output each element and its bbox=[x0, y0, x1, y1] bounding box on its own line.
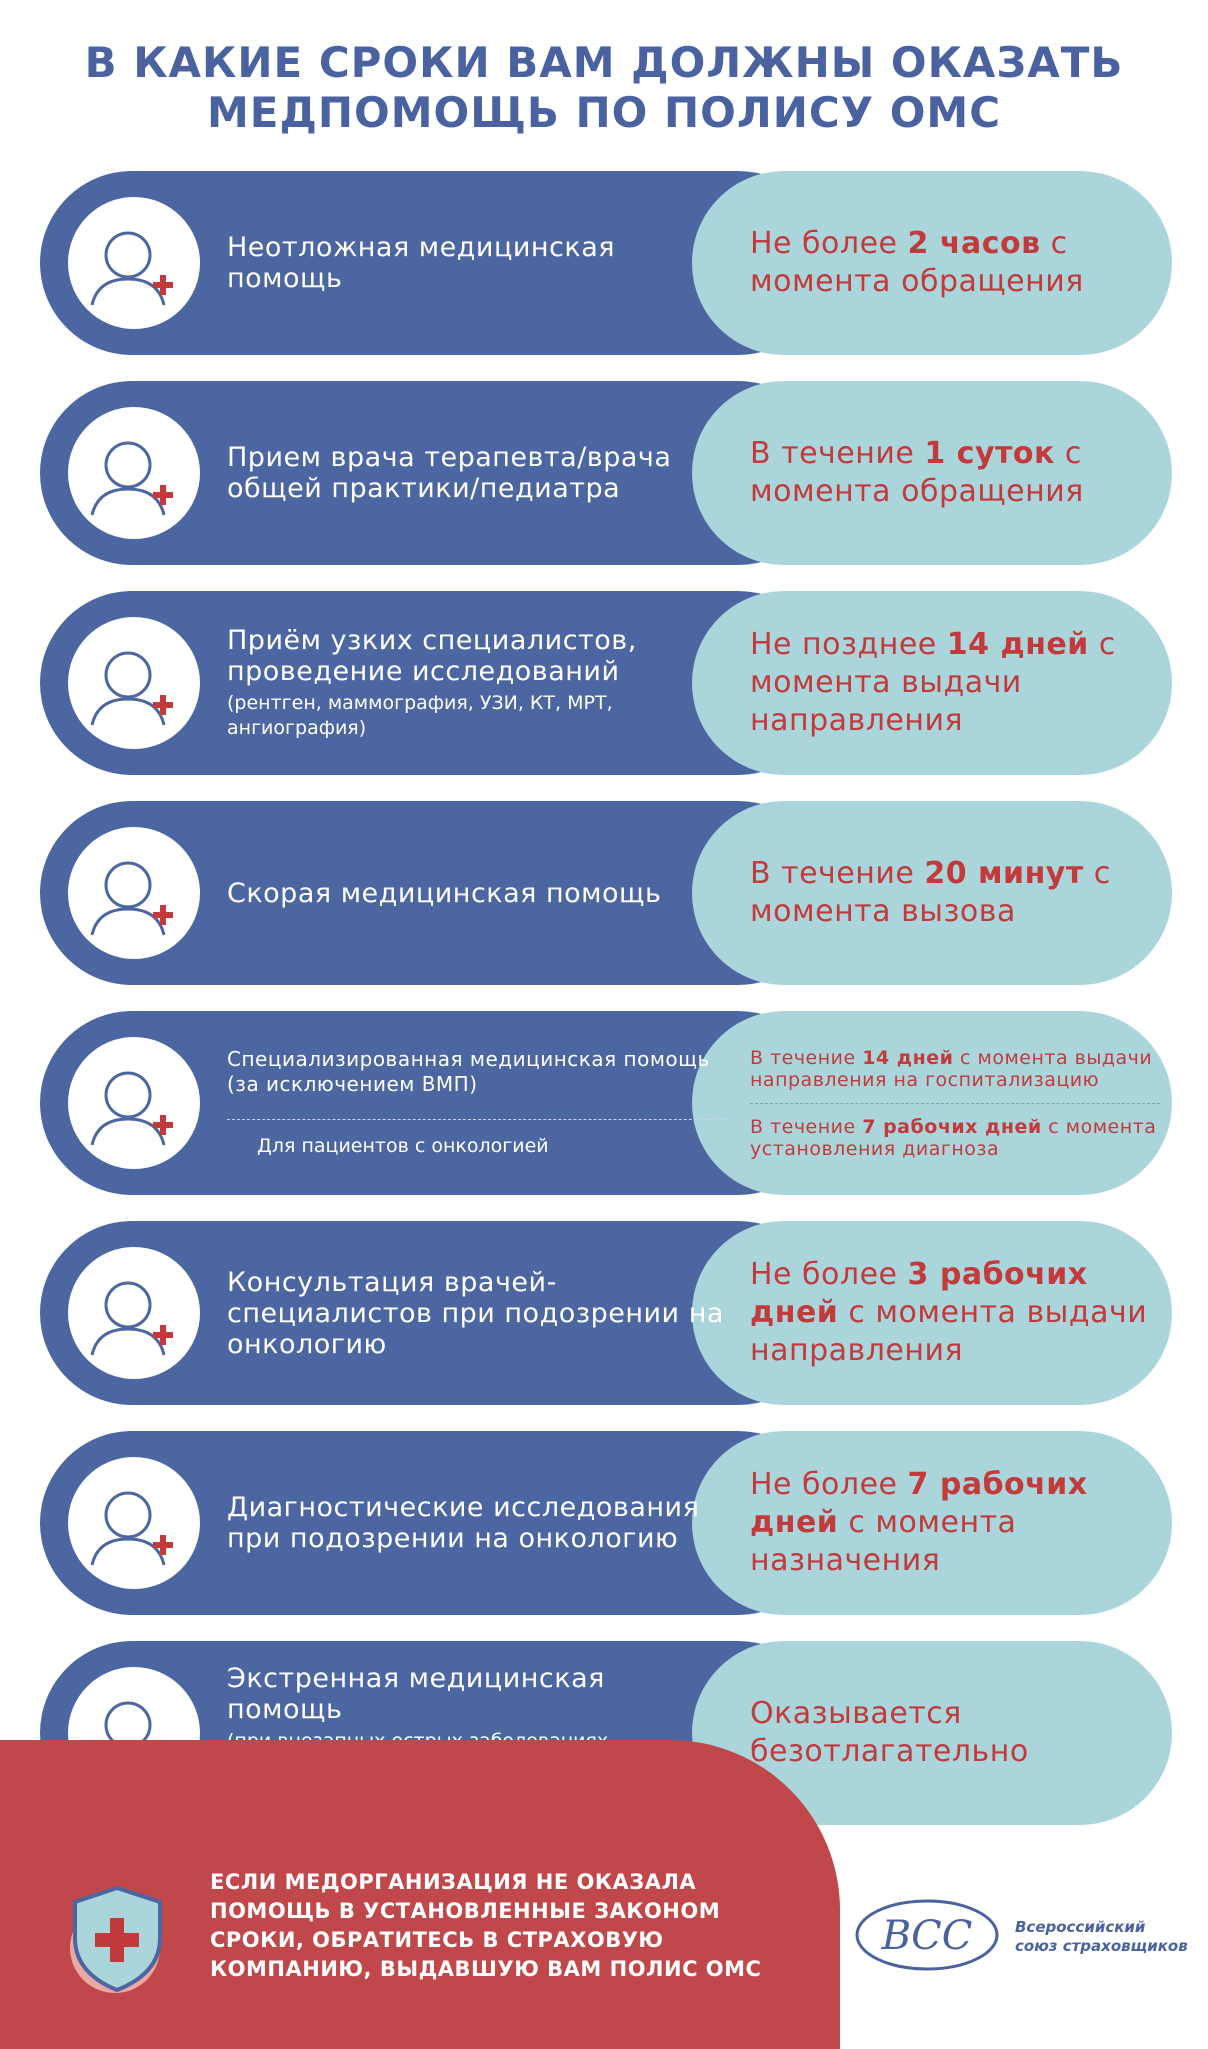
term-text: Не позднее bbox=[750, 627, 947, 662]
footer-text: ЕСЛИ МЕДОРГАНИЗАЦИЯ НЕ ОКАЗАЛА ПОМОЩЬ В … bbox=[210, 1870, 762, 1981]
title-line: В КАКИЕ СРОКИ ВАМ ДОЛЖНЫ ОКАЗАТЬ bbox=[84, 38, 1124, 87]
service-note: (рентген, маммография, УЗИ, КТ, МРТ, анг… bbox=[227, 692, 613, 739]
service-name: Скорая медицинская помощь bbox=[227, 877, 662, 909]
highlight: 7 рабочих дней bbox=[750, 1467, 1088, 1540]
icon bbox=[68, 197, 200, 329]
service-name: Специализированная медицинская помощь (з… bbox=[227, 1047, 710, 1096]
icon-art bbox=[90, 861, 173, 936]
icon-art bbox=[90, 441, 173, 516]
service-name: Консультация врачей-специалистов при под… bbox=[227, 1266, 724, 1360]
icon-art bbox=[90, 1491, 173, 1566]
term-part: Не более 7 рабочих дней с момента назнач… bbox=[750, 1466, 1160, 1580]
icon-art bbox=[90, 1281, 173, 1356]
row: Прием врача терапевта/врача общей практи… bbox=[40, 381, 1172, 565]
highlight: 20 минут bbox=[924, 856, 1084, 891]
row: Приём узких специалистов, проведение исс… bbox=[40, 591, 1172, 775]
highlight: 14 дней bbox=[946, 627, 1089, 662]
term-pill bbox=[692, 591, 1172, 775]
term: В течение 20 минут с момента вызова bbox=[750, 801, 1160, 985]
icon bbox=[68, 1037, 200, 1169]
highlight: 14 дней bbox=[862, 1046, 954, 1069]
icon-art bbox=[90, 651, 173, 726]
term-part: В течение 1 суток с момента обращения bbox=[750, 435, 1160, 511]
service-name: Приём узких специалистов, проведение исс… bbox=[227, 625, 637, 687]
row: Скорая медицинская помощь В течение 20 ми… bbox=[40, 801, 1172, 985]
term-pill bbox=[692, 1221, 1172, 1405]
term: Не более 3 рабочих дней с момента выдачи… bbox=[750, 1221, 1160, 1405]
term-text: с момента установления диагноза bbox=[750, 1115, 1157, 1160]
term-text: Не более bbox=[750, 226, 908, 261]
term-text: с момента обращения bbox=[750, 436, 1084, 509]
logo: ВСС bbox=[855, 1899, 999, 1971]
icon bbox=[68, 1247, 200, 1379]
term: Оказывается безотлагательно bbox=[750, 1641, 1160, 1825]
icon bbox=[68, 407, 200, 539]
term-part: Не более 3 рабочих дней с момента выдачи… bbox=[750, 1256, 1160, 1370]
icon-art bbox=[90, 231, 173, 306]
shield-icon bbox=[70, 1885, 162, 1993]
term-part: Не более 2 часов с момента обращения bbox=[750, 225, 1160, 301]
term-text: Не более bbox=[750, 1257, 908, 1292]
row: Специализированная медицинская помощь (з… bbox=[40, 1011, 1172, 1195]
term-text: с момента выдачи направления на госпитал… bbox=[750, 1046, 1153, 1091]
service: Скорая медицинская помощь bbox=[227, 801, 727, 985]
term-pill bbox=[692, 801, 1172, 985]
row: Диагностические исследования при подозре… bbox=[40, 1431, 1172, 1615]
term-text: В течение bbox=[750, 1115, 863, 1138]
highlight: 2 часов bbox=[907, 226, 1041, 261]
term: В течение 1 суток с момента обращения bbox=[750, 381, 1160, 565]
term-text: В течение bbox=[750, 436, 925, 471]
term-text: с момента обращения bbox=[750, 226, 1084, 299]
service-name: Прием врача терапевта/врача общей практи… bbox=[227, 442, 672, 504]
term-part: В течение 20 минут с момента вызова bbox=[750, 855, 1160, 931]
logo-name: Всероссийский союз страховщиков bbox=[1015, 1918, 1188, 1955]
highlight: 3 рабочих дней bbox=[750, 1257, 1088, 1330]
term: Не позднее 14 дней с момента выдачи напр… bbox=[750, 591, 1160, 775]
term-text: Не более bbox=[750, 1467, 908, 1502]
term-text: с момента выдачи направления bbox=[750, 1295, 1148, 1368]
row: Консультация врачей-специалистов при под… bbox=[40, 1221, 1172, 1405]
term-pill bbox=[692, 1431, 1172, 1615]
term: В течение 14 дней с момента выдачи напра… bbox=[750, 1011, 1160, 1195]
term-text: с момента назначения bbox=[750, 1505, 1017, 1578]
term-text: В течение bbox=[750, 1046, 863, 1069]
term-text: с момента выдачи направления bbox=[750, 627, 1116, 738]
term-pill bbox=[692, 171, 1172, 355]
service-note: Для пациентов с онкологией bbox=[227, 1119, 727, 1159]
service: Неотложная медицинская помощь bbox=[227, 171, 727, 355]
term-text: В течение bbox=[750, 856, 925, 891]
service: Консультация врачей-специалистов при под… bbox=[227, 1221, 727, 1405]
service-name: Экстренная медицинская помощь bbox=[227, 1662, 605, 1725]
icon bbox=[68, 827, 200, 959]
term-pill bbox=[692, 381, 1172, 565]
service-name: Неотложная медицинская помощь bbox=[227, 232, 615, 294]
term-text: Оказывается безотлагательно bbox=[750, 1696, 1029, 1769]
service: Специализированная медицинская помощь (з… bbox=[227, 1011, 727, 1195]
highlight: 7 рабочих дней bbox=[862, 1115, 1042, 1138]
term-part: В течение 14 дней с момента выдачи напра… bbox=[750, 1047, 1160, 1091]
title-line: МЕДПОМОЩЬ ПО ПОЛИСУ ОМС bbox=[206, 88, 1002, 137]
highlight: 1 суток bbox=[924, 436, 1055, 471]
service-name: Диагностические исследования при подозре… bbox=[227, 1492, 700, 1554]
service: Диагностические исследования при подозре… bbox=[227, 1431, 727, 1615]
service: Приём узких специалистов, проведение исс… bbox=[227, 591, 727, 775]
term: Не более 2 часов с момента обращения bbox=[750, 171, 1160, 355]
term: Не более 7 рабочих дней с момента назнач… bbox=[750, 1431, 1160, 1615]
term-part: В течение 7 рабочих дней с момента устан… bbox=[750, 1102, 1160, 1160]
icon bbox=[68, 1457, 200, 1589]
term-part: Не позднее 14 дней с момента выдачи напр… bbox=[750, 626, 1160, 740]
service: Прием врача терапевта/врача общей практи… bbox=[227, 381, 727, 565]
term-part: Оказывается безотлагательно bbox=[750, 1695, 1160, 1771]
logo-mark: ВСС bbox=[881, 1913, 973, 1959]
icon-art bbox=[90, 1071, 173, 1146]
term-text: с момента вызова bbox=[750, 856, 1111, 929]
icon bbox=[68, 617, 200, 749]
row: Неотложная медицинская помощь Не более 2 … bbox=[40, 171, 1172, 355]
